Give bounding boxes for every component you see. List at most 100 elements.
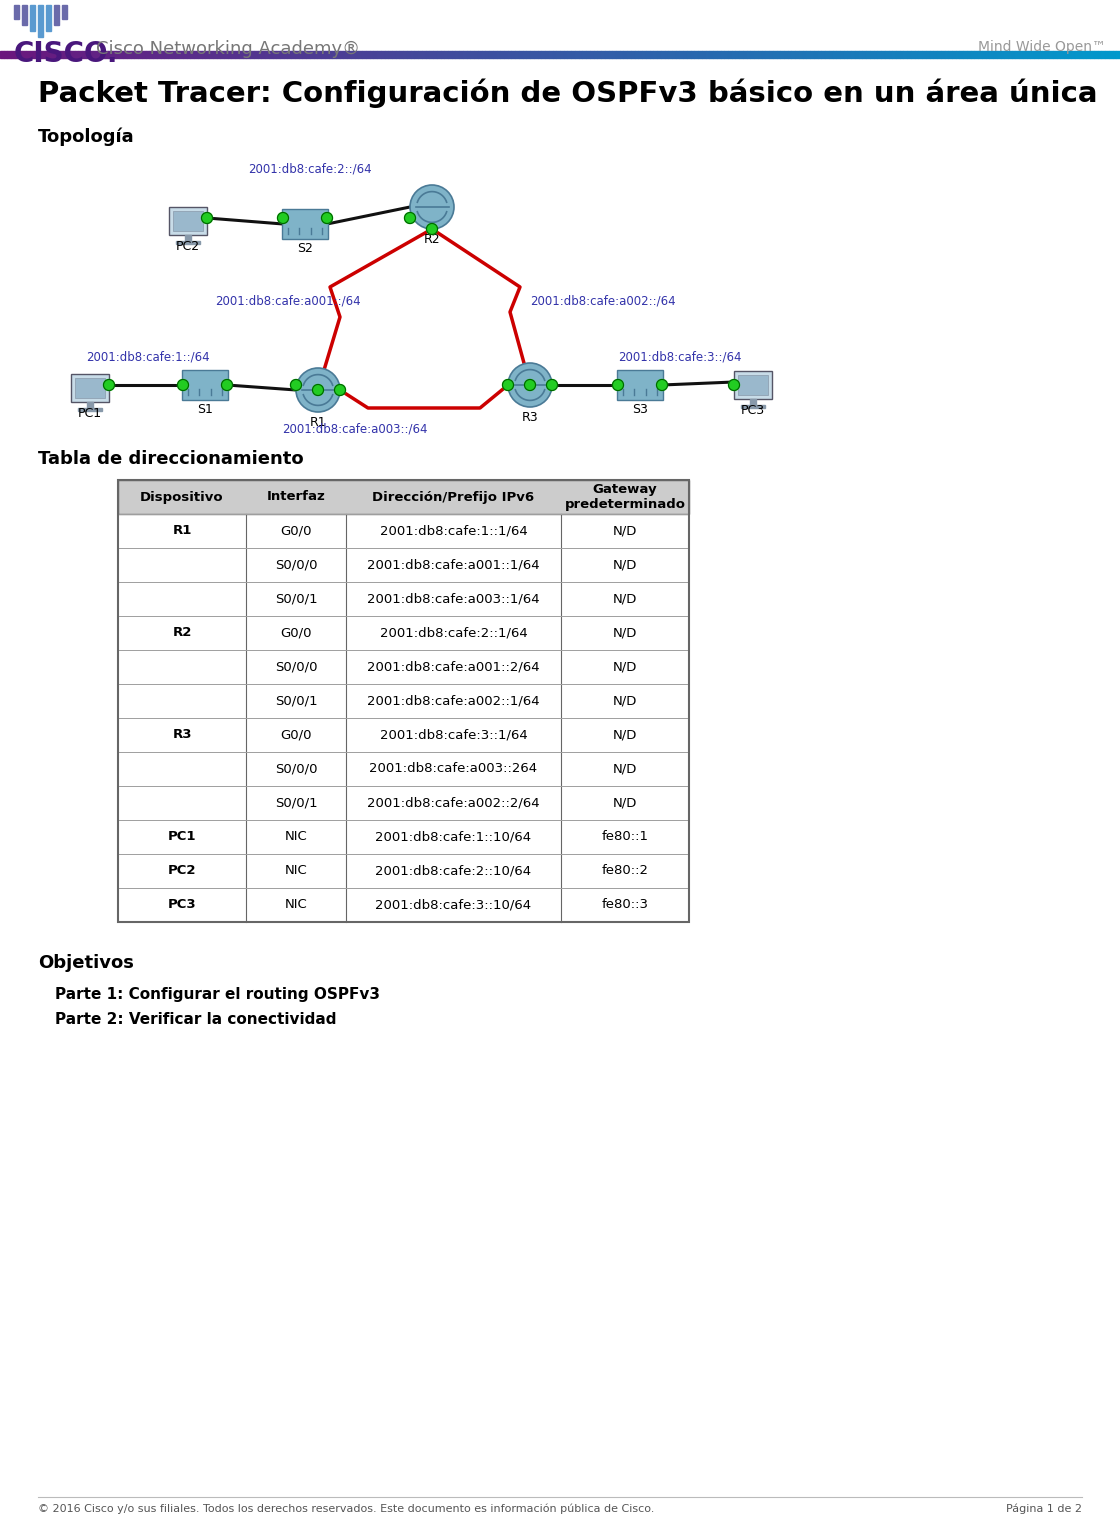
Bar bbox=[877, 50, 881, 58]
Bar bbox=[467, 50, 470, 58]
Bar bbox=[515, 50, 519, 58]
Bar bbox=[851, 50, 855, 58]
Text: 2001:db8:cafe:a001::1/64: 2001:db8:cafe:a001::1/64 bbox=[367, 558, 540, 572]
Bar bbox=[321, 50, 325, 58]
Bar bbox=[426, 50, 429, 58]
Bar bbox=[261, 50, 265, 58]
Bar bbox=[899, 50, 904, 58]
Bar bbox=[377, 50, 381, 58]
Bar bbox=[45, 50, 48, 58]
Bar bbox=[765, 50, 769, 58]
Text: NIC: NIC bbox=[284, 898, 307, 912]
Bar bbox=[295, 50, 299, 58]
Bar bbox=[123, 50, 127, 58]
Circle shape bbox=[103, 380, 114, 390]
Bar bbox=[272, 50, 277, 58]
Bar bbox=[362, 50, 366, 58]
Bar bbox=[1117, 50, 1120, 58]
Bar bbox=[118, 685, 689, 718]
Bar bbox=[54, 5, 59, 24]
Text: N/D: N/D bbox=[613, 627, 637, 639]
Bar bbox=[13, 5, 19, 18]
Bar bbox=[112, 50, 115, 58]
Bar bbox=[190, 50, 194, 58]
Text: 2001:db8:cafe:a003::/64: 2001:db8:cafe:a003::/64 bbox=[282, 422, 428, 435]
Bar bbox=[552, 50, 557, 58]
Bar bbox=[118, 888, 689, 923]
FancyBboxPatch shape bbox=[71, 374, 109, 401]
Text: N/D: N/D bbox=[613, 525, 637, 537]
Bar bbox=[792, 50, 795, 58]
Text: S0/0/1: S0/0/1 bbox=[274, 796, 317, 810]
Bar bbox=[1075, 50, 1079, 58]
Bar bbox=[538, 50, 541, 58]
Bar bbox=[624, 50, 627, 58]
Bar bbox=[22, 5, 27, 24]
Bar bbox=[870, 50, 874, 58]
Bar bbox=[53, 50, 56, 58]
Bar bbox=[115, 50, 120, 58]
Bar bbox=[146, 50, 149, 58]
Bar bbox=[669, 50, 672, 58]
Bar bbox=[952, 50, 955, 58]
Text: CISCO.: CISCO. bbox=[13, 40, 119, 69]
Bar bbox=[482, 50, 485, 58]
Text: R3: R3 bbox=[172, 729, 192, 741]
Bar bbox=[344, 50, 347, 58]
Bar bbox=[134, 50, 138, 58]
Bar bbox=[202, 50, 205, 58]
Bar bbox=[30, 5, 35, 30]
Bar bbox=[325, 50, 328, 58]
Bar bbox=[209, 50, 213, 58]
Text: 2001:db8:cafe:a001::2/64: 2001:db8:cafe:a001::2/64 bbox=[367, 660, 540, 674]
Bar bbox=[773, 50, 776, 58]
Text: S0/0/1: S0/0/1 bbox=[274, 593, 317, 605]
Bar bbox=[1064, 50, 1067, 58]
Bar bbox=[433, 50, 437, 58]
Bar bbox=[549, 50, 552, 58]
Text: PC1: PC1 bbox=[78, 407, 102, 419]
Bar bbox=[601, 50, 605, 58]
Bar bbox=[680, 50, 683, 58]
Bar bbox=[627, 50, 631, 58]
Text: 2001:db8:cafe:a002::1/64: 2001:db8:cafe:a002::1/64 bbox=[367, 694, 540, 708]
Bar bbox=[157, 50, 160, 58]
Bar bbox=[504, 50, 507, 58]
Bar bbox=[1000, 50, 1005, 58]
Bar bbox=[1027, 50, 1030, 58]
Bar bbox=[937, 50, 941, 58]
Bar bbox=[310, 50, 314, 58]
Bar bbox=[187, 50, 190, 58]
Bar bbox=[104, 50, 109, 58]
Text: 2001:db8:cafe:a003::1/64: 2001:db8:cafe:a003::1/64 bbox=[367, 593, 540, 605]
Bar bbox=[347, 50, 351, 58]
FancyBboxPatch shape bbox=[738, 375, 768, 395]
Bar bbox=[277, 50, 280, 58]
Bar bbox=[787, 50, 792, 58]
Bar bbox=[993, 50, 997, 58]
Bar bbox=[336, 50, 339, 58]
Bar bbox=[1045, 50, 1049, 58]
Bar bbox=[728, 50, 731, 58]
Bar bbox=[82, 50, 86, 58]
Bar bbox=[250, 50, 254, 58]
FancyBboxPatch shape bbox=[181, 371, 228, 400]
Bar bbox=[456, 50, 459, 58]
Bar bbox=[631, 50, 635, 58]
Bar bbox=[418, 50, 422, 58]
Bar bbox=[579, 50, 582, 58]
Bar bbox=[235, 50, 239, 58]
Bar bbox=[720, 50, 725, 58]
Bar bbox=[971, 50, 974, 58]
FancyBboxPatch shape bbox=[75, 378, 105, 398]
Text: Parte 2: Verificar la conectividad: Parte 2: Verificar la conectividad bbox=[55, 1013, 336, 1026]
Bar bbox=[694, 50, 698, 58]
Bar bbox=[638, 50, 642, 58]
Text: 2001:db8:cafe:1::/64: 2001:db8:cafe:1::/64 bbox=[86, 351, 209, 363]
Bar bbox=[642, 50, 646, 58]
Bar bbox=[1042, 50, 1045, 58]
Bar bbox=[758, 50, 762, 58]
Bar bbox=[930, 50, 933, 58]
Bar bbox=[661, 50, 664, 58]
Bar bbox=[862, 50, 866, 58]
